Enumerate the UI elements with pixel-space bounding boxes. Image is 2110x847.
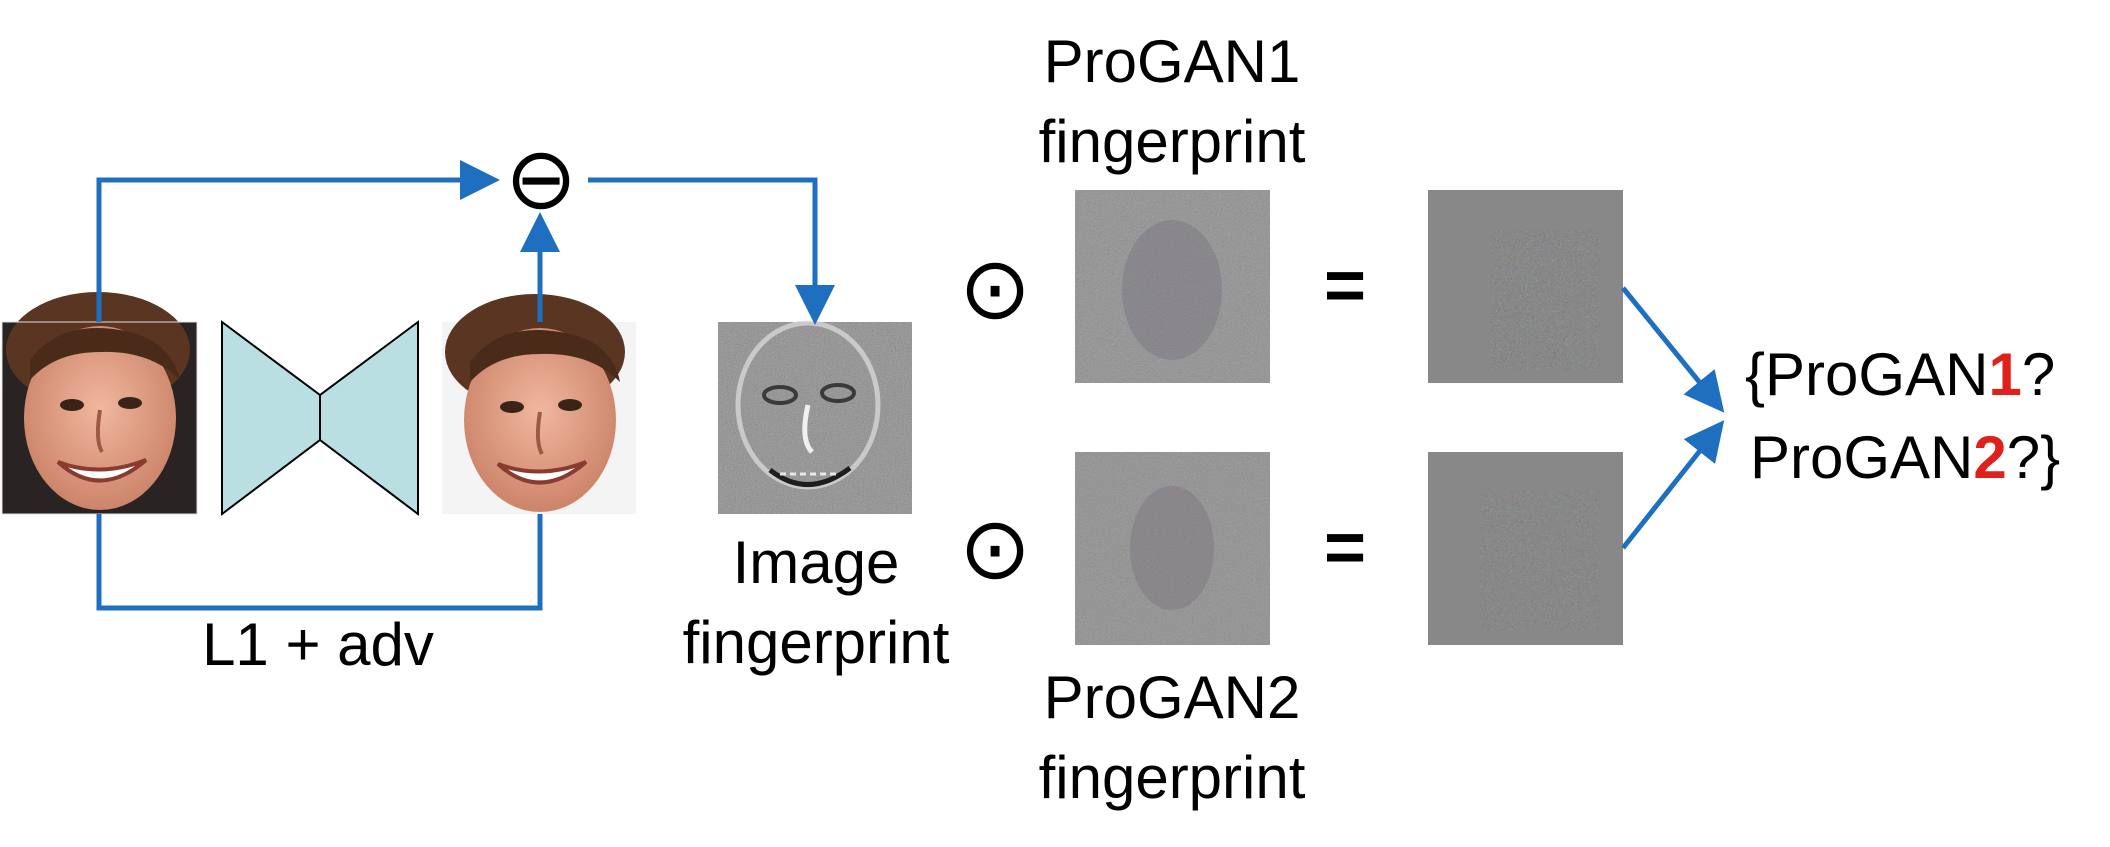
- subtract-symbol: ⊖: [505, 131, 577, 227]
- progan1-label-line1: ProGAN1: [1044, 28, 1301, 95]
- classification-line2-suffix: ?}: [2007, 424, 2060, 491]
- equals-symbol-1: =: [1324, 246, 1366, 326]
- dot-product-symbol-2: ⊙: [959, 501, 1031, 597]
- image-fingerprint-label-line1: Image: [733, 529, 900, 596]
- progan2-label-line1: ProGAN2: [1044, 664, 1301, 731]
- dot-product-symbol-1: ⊙: [959, 241, 1031, 337]
- arrow-result1-to-label: [1621, 286, 1725, 413]
- image-fingerprint-image: [718, 320, 912, 514]
- arrow-result2-to-label: [1621, 420, 1725, 550]
- flow-arrows: [96, 160, 1725, 611]
- image-fingerprint-label-line2: fingerprint: [683, 609, 950, 676]
- progan2-fingerprint-image: [1075, 452, 1270, 645]
- arrow-input-to-subtract: [96, 160, 500, 322]
- progan2-label-line2: fingerprint: [1039, 744, 1306, 811]
- arrow-subtract-to-fingerprint: [588, 177, 835, 325]
- classification-line2-prefix: ProGAN: [1750, 424, 1973, 491]
- loss-connector: [96, 514, 543, 611]
- loss-label: L1 + adv: [202, 611, 434, 678]
- classification-line1-number: 1: [1988, 341, 2021, 408]
- classification-line1-prefix: {ProGAN: [1745, 341, 1988, 408]
- progan1-fingerprint-image: [1075, 190, 1270, 383]
- classification-line1: {ProGAN1?: [1745, 341, 2055, 408]
- classification-line2: ProGAN2?}: [1750, 424, 2060, 491]
- result2-image: [1428, 452, 1623, 645]
- classification-line1-suffix: ?: [2022, 341, 2055, 408]
- reconstructed-face-image: [442, 294, 636, 514]
- equals-symbol-2: =: [1324, 508, 1366, 588]
- result1-image: [1428, 190, 1623, 383]
- classification-line2-number: 2: [1973, 424, 2006, 491]
- autoencoder-icon: [221, 320, 419, 517]
- input-face-image: [1, 292, 198, 515]
- progan1-label-line2: fingerprint: [1039, 108, 1306, 175]
